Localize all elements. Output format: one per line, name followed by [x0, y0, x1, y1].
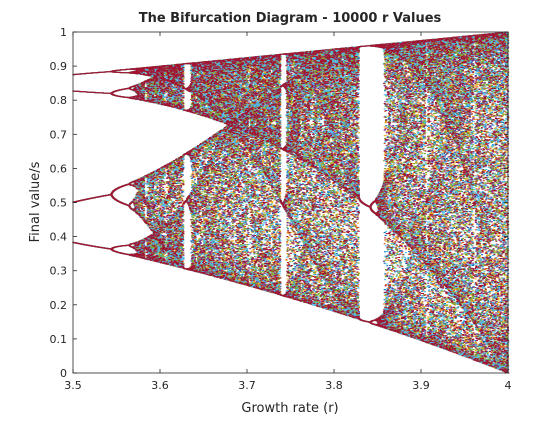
y-tick-label: 0.6 — [50, 162, 68, 175]
data-series-7 — [72, 31, 510, 374]
x-tick-label: 3.6 — [151, 379, 169, 392]
y-tick-label: 0.9 — [50, 60, 68, 73]
chart-title: The Bifurcation Diagram - 10000 r Values — [139, 11, 442, 26]
y-tick-label: 1 — [60, 26, 67, 39]
y-tick-label: 0.2 — [50, 299, 68, 312]
x-axis-label: Growth rate (r) — [241, 401, 338, 416]
y-tick-label: 0 — [60, 367, 67, 380]
y-tick-label: 0.4 — [50, 231, 68, 244]
x-tick-label: 4 — [505, 379, 512, 392]
y-tick-label: 0.3 — [50, 265, 68, 278]
x-tick-label: 3.5 — [64, 379, 82, 392]
plot-area — [72, 31, 510, 374]
x-tick-label: 3.8 — [325, 379, 343, 392]
x-tick-label: 3.7 — [238, 379, 256, 392]
y-tick-label: 0.7 — [50, 128, 68, 141]
y-tick-label: 0.1 — [50, 333, 68, 346]
y-tick-label: 0.5 — [50, 197, 68, 210]
x-tick-label: 3.9 — [412, 379, 430, 392]
y-tick-label: 0.8 — [50, 94, 68, 107]
y-axis-label: Final value/s — [28, 161, 43, 242]
axes: 3.5 3.6 3.7 3.8 3.9 4 0 0.1 0.2 0.3 0.4 0.5 0.6 0.7 0.… — [50, 26, 512, 392]
